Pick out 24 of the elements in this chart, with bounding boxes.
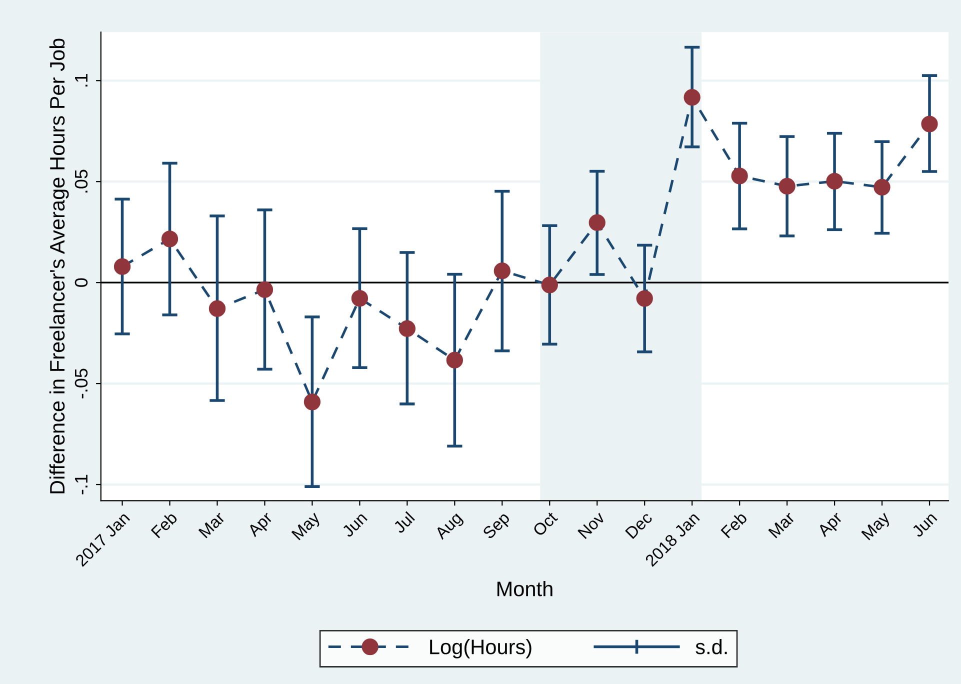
x-axis-title: Month: [497, 580, 552, 596]
x-tick-label: Mar: [198, 511, 226, 538]
text: s.d.: [696, 638, 727, 654]
y-tick-label: .05: [74, 170, 88, 192]
x-tick-label: Jul: [392, 511, 416, 534]
x-tick-label: Jun: [341, 512, 368, 538]
x-tick-label: Oct: [532, 510, 558, 537]
legend-label: Log(Hours): [430, 638, 532, 658]
y-axis-title: Difference in Freelancer's Average Hours Per Job: [49, 38, 69, 494]
x-tick-label: May: [291, 510, 324, 543]
x-tick-label: Nov: [578, 510, 606, 540]
x-tick-label: Aug: [434, 512, 465, 542]
x-tick-label: Apr: [246, 511, 276, 540]
x-tick-label: Jun: [911, 512, 938, 538]
y-tick-label: -.05: [74, 368, 88, 398]
x-tick-label: May: [861, 510, 893, 543]
x-tick-label: Apr: [816, 511, 846, 540]
y-tick-label: 0: [74, 278, 88, 287]
y-tick-label: .1: [75, 74, 88, 86]
x-tick-label: Sep: [482, 511, 513, 542]
x-tick-label: Feb: [150, 510, 178, 538]
x-tick-label: Mar: [768, 511, 796, 538]
x-tick-label: Feb: [720, 510, 748, 538]
y-tick-label: -.1: [75, 474, 88, 494]
